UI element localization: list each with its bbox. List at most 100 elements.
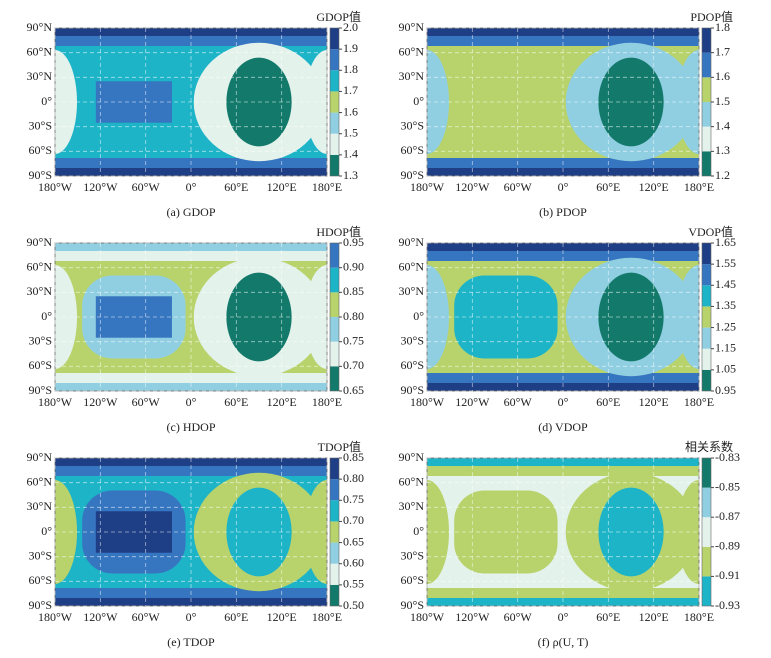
colorbar-tick-label: 0.85 (343, 450, 364, 464)
colorbar-level (330, 366, 339, 391)
colorbar-tick-label: 1.4 (715, 118, 730, 132)
x-tick-label: 60°E (596, 180, 620, 194)
colorbar-level (702, 487, 711, 518)
y-tick-label: 60°S (29, 358, 52, 372)
y-tick-label: 60°N (27, 259, 53, 273)
y-tick-label: 60°S (29, 143, 52, 157)
y-tick-label: 30°N (27, 284, 53, 298)
colorbar-tick-label: 1.55 (715, 256, 736, 270)
panel-caption: (c) HDOP (167, 420, 216, 434)
colorbar-level (702, 126, 711, 152)
x-tick-label: 120°W (83, 180, 118, 194)
colorbar-tick-label: 0.65 (343, 383, 364, 397)
y-tick-label: 30°S (29, 333, 52, 347)
colorbar-level (702, 458, 711, 488)
x-tick-label: 180°W (38, 180, 73, 194)
panel: 180°W 120°W 60°W 0° 60°E 120°E 180°E 90°S 60°S 30… (27, 224, 364, 434)
colorbar-level (330, 112, 339, 134)
colorbar-frame (329, 27, 340, 177)
colorbar-tick-label: -0.83 (715, 450, 740, 464)
colorbar-tick-label: 0.55 (343, 577, 364, 591)
colorbar-tick-label: 1.3 (715, 143, 730, 157)
y-tick-label: 90°S (401, 598, 424, 612)
colorbar-level (330, 317, 339, 342)
panel-caption: (a) GDOP (167, 205, 216, 219)
colorbar-level (330, 267, 339, 293)
panel: 180°W 120°W 60°W 0° 60°E 120°E 180°E 90°S 60°S 30… (399, 439, 740, 649)
colorbar-tick-label: -0.91 (715, 568, 740, 582)
y-tick-label: 30°N (399, 499, 425, 513)
colorbar-tick-label: 1.65 (715, 235, 736, 249)
colorbar-tick-label: 1.05 (715, 362, 736, 376)
x-tick-label: 120°W (83, 610, 118, 624)
x-tick-label: 180°W (410, 180, 445, 194)
y-tick-label: 30°S (401, 118, 424, 132)
y-tick-label: 90°N (27, 20, 53, 34)
colorbar-tick-label: 1.3 (343, 168, 358, 182)
colorbar-level (702, 546, 711, 577)
x-tick-label: 60°W (132, 395, 161, 409)
colorbar-tick-label: 2.0 (343, 20, 358, 34)
colorbar-level (330, 563, 339, 585)
x-tick-label: 60°W (504, 610, 533, 624)
colorbar-level (702, 77, 711, 102)
colorbar-level (330, 542, 339, 564)
colorbar-level (702, 102, 711, 127)
colorbar-tick-label: 1.5 (715, 94, 730, 108)
colorbar-tick-label: 0.85 (343, 284, 364, 298)
colorbar-tick-label: 1.7 (343, 83, 358, 97)
x-tick-label: 180°E (312, 610, 342, 624)
colorbar-tick-label: -0.85 (715, 479, 740, 493)
colorbar-level (702, 369, 711, 391)
x-tick-label: 120°E (267, 610, 297, 624)
panel: 180°W 120°W 60°W 0° 60°E 120°E 180°E 90°S 60°S 30… (27, 439, 364, 649)
colorbar-level (330, 341, 339, 367)
colorbar-level (330, 521, 339, 543)
x-tick-label: 180°E (312, 395, 342, 409)
x-tick-label: 120°W (455, 610, 490, 624)
colorbar-tick-label: 1.35 (715, 298, 736, 312)
colorbar-level (702, 327, 711, 349)
y-tick-label: 90°S (29, 383, 52, 397)
colorbar-tick-label: 0.75 (343, 333, 364, 347)
x-tick-label: 180°W (410, 610, 445, 624)
colorbar-level (330, 70, 339, 92)
y-tick-label: 60°N (399, 474, 425, 488)
x-tick-label: 60°E (596, 395, 620, 409)
colorbar-frame (329, 457, 340, 607)
panel-caption: (d) VDOP (538, 420, 588, 434)
y-tick-label: 30°S (401, 548, 424, 562)
colorbar-level (330, 479, 339, 501)
x-tick-label: 180°E (312, 180, 342, 194)
y-tick-label: 60°S (401, 358, 424, 372)
colorbar-tick-label: 1.5 (343, 125, 358, 139)
x-tick-label: 180°W (410, 395, 445, 409)
x-tick-label: 180°W (38, 610, 73, 624)
y-tick-label: 90°N (27, 235, 53, 249)
colorbar-tick-label: 1.8 (343, 62, 358, 76)
panel: 180°W 120°W 60°W 0° 60°E 120°E 180°E 90°S 60°S 30… (399, 224, 736, 434)
x-tick-label: 180°W (38, 395, 73, 409)
colorbar-tick-label: 0.75 (343, 492, 364, 506)
colorbar-tick-label: 0.80 (343, 309, 364, 323)
colorbar-level (702, 52, 711, 78)
x-tick-label: 0° (558, 180, 569, 194)
x-tick-label: 180°E (684, 395, 714, 409)
x-tick-label: 120°W (455, 180, 490, 194)
colorbar-tick-label: 0.80 (343, 471, 364, 485)
x-tick-label: 120°W (83, 395, 118, 409)
y-tick-label: 90°S (29, 168, 52, 182)
y-tick-label: 60°S (401, 143, 424, 157)
x-tick-label: 120°E (639, 180, 669, 194)
panel-caption: (f) ρ(U, T) (538, 635, 589, 649)
colorbar-frame (701, 242, 712, 392)
colorbar-level (702, 243, 711, 265)
x-tick-label: 60°E (224, 610, 248, 624)
colorbar-label: PDOP值 (690, 9, 733, 24)
x-tick-label: 60°W (504, 180, 533, 194)
colorbar-label: VDOP值 (688, 224, 733, 239)
colorbar-level (702, 285, 711, 307)
x-tick-label: 120°E (267, 180, 297, 194)
y-tick-label: 30°N (399, 69, 425, 83)
colorbar-tick-label: 0.90 (343, 259, 364, 273)
